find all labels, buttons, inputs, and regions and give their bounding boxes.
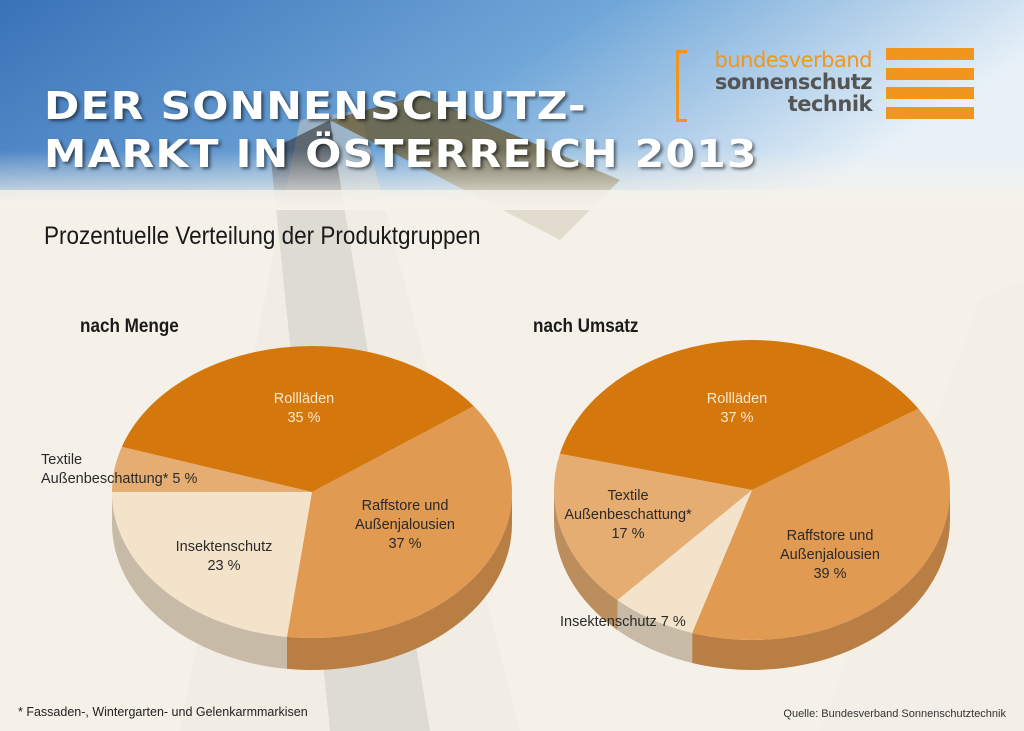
pie-0-slice-raffstore <box>286 406 512 638</box>
label-umsatz-textile: Textile Außenbeschattung* 17 % <box>564 487 691 544</box>
pie-1-side-insekten <box>617 600 693 663</box>
pie-1-slice-textile <box>554 453 752 601</box>
label-text: Außenbeschattung* 5 % <box>41 471 198 487</box>
label-menge-textile: Textile Außenbeschattung* 5 % <box>41 451 197 489</box>
chart-title-menge: nach Menge <box>80 316 179 337</box>
logo-bracket <box>676 50 687 122</box>
pie-0-side-insekten <box>112 492 287 669</box>
label-text: Außenbeschattung* <box>564 507 692 523</box>
logo: bundesverband sonnenschutz technik <box>676 46 976 122</box>
pie-1-slice-raffstore <box>692 408 950 640</box>
label-text: Textile <box>41 452 83 468</box>
logo-text-line-2: sonnenschutz <box>714 70 873 94</box>
pie-1-side-raffstore <box>692 490 950 670</box>
label-menge-raffstore: Raffstore und Außenjalousien 37 % <box>355 497 455 554</box>
title-line-1: DER SONNENSCHUTZ- <box>44 84 587 128</box>
pie-0-slice-insekten <box>112 492 312 637</box>
label-menge-rollladen: Rollläden 35 % <box>274 390 334 428</box>
logo-bars-icon <box>886 48 974 126</box>
label-value: 17 % <box>611 526 645 542</box>
label-value: 37 % <box>388 536 422 552</box>
chart-title-umsatz: nach Umsatz <box>533 316 639 337</box>
subtitle: Prozentuelle Verteilung der Produktgrupp… <box>44 222 481 250</box>
logo-text-line-1: bundesverband <box>714 48 873 72</box>
pie-0-slice-rollladen <box>121 346 474 492</box>
label-text: Rollläden <box>273 391 335 407</box>
label-text: Raffstore und <box>361 498 449 514</box>
label-text: Textile <box>607 488 649 504</box>
label-text: Insektenschutz 7 % <box>560 614 686 630</box>
pie-1-slice-rollladen <box>559 340 919 490</box>
label-value: 23 % <box>207 558 241 574</box>
label-umsatz-insekten: Insektenschutz 7 % <box>560 613 686 632</box>
label-text: Außenjalousien <box>780 547 880 563</box>
label-umsatz-raffstore: Raffstore und Außenjalousien 39 % <box>780 527 880 584</box>
label-value: 39 % <box>813 566 847 582</box>
pie-0-side-raffstore <box>286 492 512 670</box>
label-text: Insektenschutz <box>175 539 273 555</box>
label-menge-insekten: Insektenschutz 23 % <box>176 538 273 576</box>
pie-1-slice-insekten <box>617 490 752 633</box>
footnote: * Fassaden-, Wintergarten- und Gelenkarm… <box>18 705 308 719</box>
logo-text-line-3: technik <box>787 92 873 116</box>
label-value: 35 % <box>287 410 321 426</box>
label-value: 37 % <box>720 410 754 426</box>
label-text: Rollläden <box>706 391 768 407</box>
pie-1-side-textile <box>554 490 618 631</box>
pie-0-slice-textile <box>112 446 312 492</box>
label-text: Außenjalousien <box>355 517 455 533</box>
source-note: Quelle: Bundesverband Sonnenschutztechni… <box>783 708 1006 720</box>
label-umsatz-rollladen: Rollläden 37 % <box>707 390 767 428</box>
label-text: Raffstore und <box>786 528 874 544</box>
title-line-2: MARKT IN ÖSTERREICH 2013 <box>44 132 758 176</box>
